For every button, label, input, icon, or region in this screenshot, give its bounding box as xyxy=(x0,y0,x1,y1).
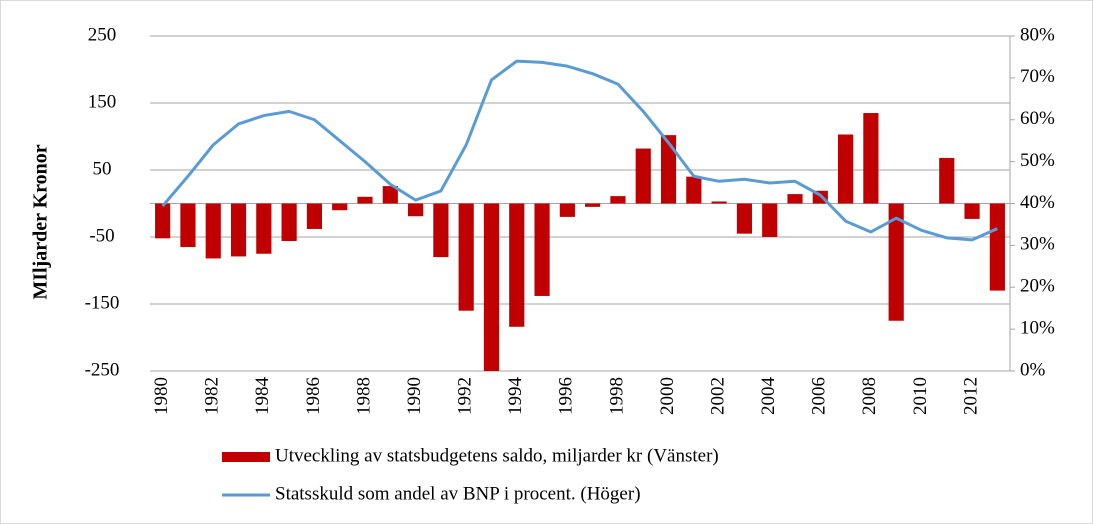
bar xyxy=(509,203,525,327)
bar xyxy=(155,203,171,239)
y2-tick-label: 40% xyxy=(1020,192,1055,213)
x-tick-label: 1980 xyxy=(151,377,172,415)
bar xyxy=(736,203,752,234)
bar xyxy=(205,203,221,259)
y2-tick-label: 0% xyxy=(1020,359,1046,380)
x-tick-label: 1992 xyxy=(455,377,476,415)
bar xyxy=(635,148,651,204)
x-tick-label: 1994 xyxy=(505,377,526,416)
bar xyxy=(838,134,854,204)
bar xyxy=(610,196,626,204)
x-tick-label: 1984 xyxy=(252,377,273,416)
bar xyxy=(483,203,500,371)
x-tick-label: 2006 xyxy=(809,377,830,415)
bar xyxy=(332,203,348,211)
bar xyxy=(230,203,247,257)
x-tick-label: 2004 xyxy=(758,377,779,416)
y-tick-label: 50 xyxy=(93,158,112,179)
bar xyxy=(711,201,727,204)
bar xyxy=(939,157,955,204)
bar xyxy=(989,203,1005,291)
bar xyxy=(357,196,373,204)
x-tick-label: 1990 xyxy=(404,377,425,415)
bar xyxy=(256,203,272,254)
bar xyxy=(408,203,424,217)
bar xyxy=(888,203,904,321)
x-tick-label: 1998 xyxy=(606,377,627,415)
y2-tick-label: 20% xyxy=(1020,276,1055,297)
x-tick-label: 2010 xyxy=(910,377,931,415)
y-tick-label: -250 xyxy=(85,359,120,380)
bar xyxy=(180,203,196,248)
y2-tick-label: 10% xyxy=(1020,317,1055,338)
y-axis-title: MIljarder Kronor xyxy=(30,144,52,299)
bar xyxy=(306,203,322,229)
legend-swatch xyxy=(222,452,270,462)
line xyxy=(161,59,998,242)
bar xyxy=(281,203,297,242)
bar xyxy=(534,203,550,296)
x-tick-label: 2002 xyxy=(707,377,728,415)
x-tick-label: 2008 xyxy=(859,377,880,415)
bar xyxy=(433,203,449,258)
y2-tick-label: 30% xyxy=(1020,234,1055,255)
y-tick-label: -150 xyxy=(85,292,120,313)
legend-label: Utveckling av statsbudgetens saldo, milj… xyxy=(275,445,719,466)
bar xyxy=(787,194,803,204)
bar xyxy=(458,203,474,311)
y2-tick-label: 50% xyxy=(1020,150,1055,171)
x-tick-label: 1996 xyxy=(556,377,577,415)
bar xyxy=(660,135,677,204)
bar xyxy=(863,113,879,204)
bar xyxy=(762,203,778,237)
x-tick-label: 2012 xyxy=(960,377,981,415)
y2-tick-label: 60% xyxy=(1020,108,1055,129)
x-tick-label: 2000 xyxy=(657,377,678,415)
x-tick-label: 1986 xyxy=(303,377,324,415)
legend-label: Statsskuld som andel av BNP i procent. (… xyxy=(275,483,641,504)
y-tick-label: -50 xyxy=(89,225,114,246)
bar xyxy=(585,203,601,207)
x-tick-label: 1988 xyxy=(353,377,374,415)
bar xyxy=(686,176,702,204)
y2-tick-label: 80% xyxy=(1020,24,1055,45)
x-tick-label: 1982 xyxy=(202,377,223,415)
bar xyxy=(964,203,980,219)
bar xyxy=(559,203,575,217)
y-tick-label: 150 xyxy=(88,91,117,112)
y-tick-label: 250 xyxy=(88,24,117,45)
bar xyxy=(382,186,398,204)
y2-tick-label: 70% xyxy=(1020,66,1055,87)
